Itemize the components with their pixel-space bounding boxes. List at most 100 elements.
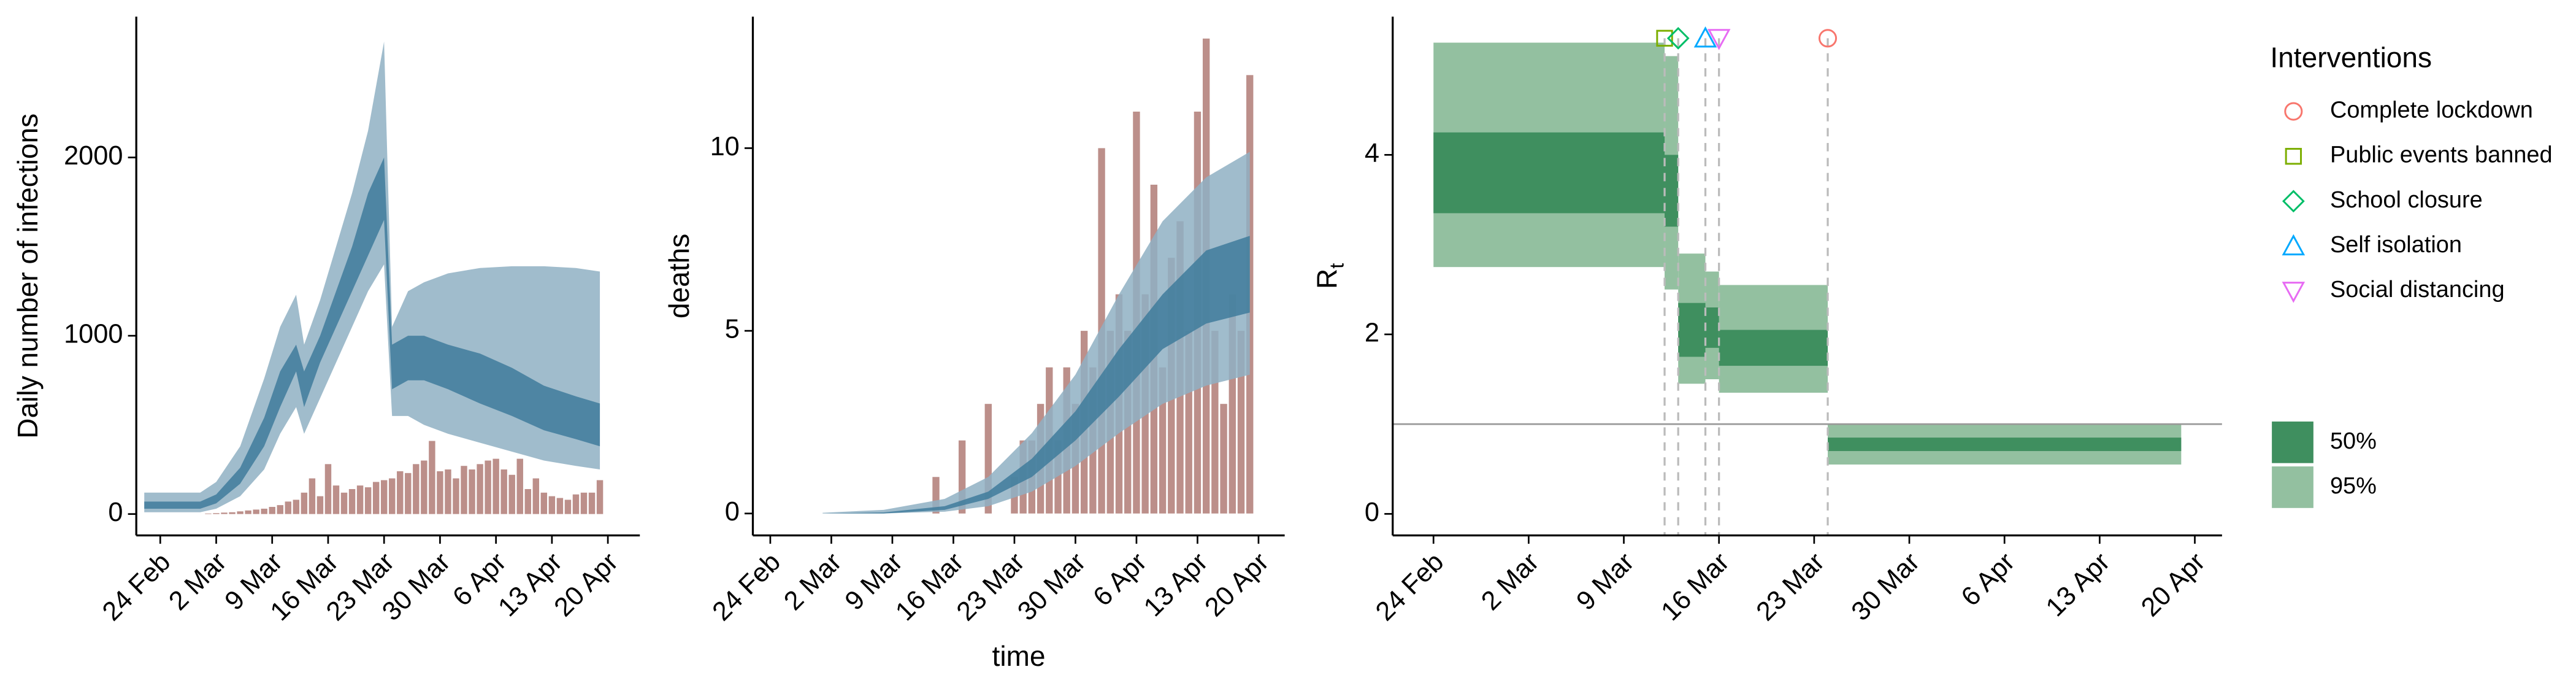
bar — [524, 488, 531, 514]
rt-band — [1828, 438, 2182, 452]
bar — [469, 469, 475, 514]
bar — [348, 488, 356, 514]
bar — [221, 512, 228, 514]
legend-marker — [2284, 102, 2303, 121]
bar — [493, 458, 499, 514]
legend-marker — [2282, 190, 2305, 213]
y-axis-label-sub: t — [1325, 263, 1347, 269]
bar — [332, 485, 340, 514]
bar — [389, 478, 396, 514]
bar — [461, 466, 467, 514]
y-tick-label: 2000 — [64, 141, 123, 171]
rt-band — [1678, 303, 1706, 357]
bar — [1159, 367, 1167, 514]
bar — [245, 510, 251, 514]
bar — [548, 496, 556, 514]
legend-label: Complete lockdown — [2330, 98, 2533, 123]
bar — [229, 512, 236, 514]
legend-label: Public events banned — [2330, 142, 2553, 168]
bar — [532, 478, 540, 514]
legend-marker — [2285, 148, 2302, 165]
bar — [364, 487, 372, 514]
x-axis-label: time — [992, 640, 1046, 672]
bar — [309, 478, 316, 514]
bar — [477, 464, 483, 514]
intervention-marker — [1666, 26, 1690, 50]
bar — [932, 477, 940, 514]
bar — [564, 500, 572, 514]
y-axis-label: deaths — [663, 234, 695, 318]
bar — [1220, 404, 1227, 514]
bar — [380, 480, 388, 514]
bar — [1237, 331, 1245, 514]
y-tick-label: 10 — [710, 132, 740, 161]
bar — [285, 501, 292, 514]
bar — [508, 474, 515, 514]
bar — [572, 494, 580, 514]
bar — [984, 404, 992, 514]
y-tick-label: 5 — [725, 315, 740, 344]
bar — [253, 509, 259, 514]
y-tick-label: 4 — [1365, 139, 1379, 168]
bar — [213, 513, 220, 514]
bar — [596, 480, 604, 514]
legend-label: Self isolation — [2330, 232, 2462, 258]
bar — [445, 469, 451, 514]
rt-band — [1705, 307, 1719, 348]
bar — [500, 469, 507, 514]
credible-band — [144, 157, 600, 509]
legend-label: Social distancing — [2330, 277, 2505, 303]
bar — [588, 492, 596, 514]
bar — [277, 505, 283, 514]
y-axis-label-main: Daily number of infections — [12, 114, 44, 439]
legend-swatch — [2272, 421, 2313, 463]
y-axis-label-main: deaths — [663, 234, 695, 318]
bar — [293, 500, 300, 514]
y-tick-label: 0 — [1365, 498, 1379, 527]
bar — [1229, 294, 1236, 514]
bar — [324, 464, 332, 514]
rt-band — [1433, 132, 1665, 214]
bar — [397, 471, 404, 514]
bar — [316, 496, 324, 514]
bar — [372, 482, 380, 514]
y-axis-label: Daily number of infections — [12, 114, 44, 439]
bar — [340, 492, 348, 514]
bar — [437, 471, 443, 514]
y-tick-label: 0 — [725, 497, 740, 527]
legend-label: 95% — [2330, 473, 2377, 499]
legend-title: Interventions — [2270, 42, 2432, 74]
credible-band — [822, 236, 1250, 514]
bar — [580, 492, 588, 514]
legend-marker — [2282, 234, 2306, 256]
legend-swatch — [2272, 466, 2313, 508]
y-axis-label-main: R — [1311, 269, 1343, 289]
intervention-marker — [1707, 29, 1731, 50]
y-axis-label: Rt — [1311, 263, 1347, 289]
bar — [301, 492, 308, 514]
intervention-marker — [1693, 26, 1717, 48]
bar — [1185, 331, 1192, 514]
bar — [405, 473, 412, 514]
bar — [237, 511, 243, 514]
bar — [453, 478, 459, 514]
y-tick-label: 1000 — [64, 320, 123, 349]
bar — [540, 492, 548, 514]
intervention-marker — [1818, 29, 1838, 48]
bar — [958, 440, 966, 514]
legend-label: 50% — [2330, 428, 2377, 454]
bar — [556, 498, 564, 514]
intervention-marker — [1656, 29, 1673, 47]
legend-marker — [2282, 282, 2306, 303]
bar — [356, 485, 364, 514]
bar — [485, 460, 491, 514]
bar — [261, 508, 267, 514]
bar — [1054, 440, 1062, 514]
bar — [1211, 331, 1219, 514]
bar — [429, 441, 435, 514]
rt-band — [1719, 330, 1828, 366]
bar — [516, 458, 523, 514]
bar — [421, 460, 427, 514]
